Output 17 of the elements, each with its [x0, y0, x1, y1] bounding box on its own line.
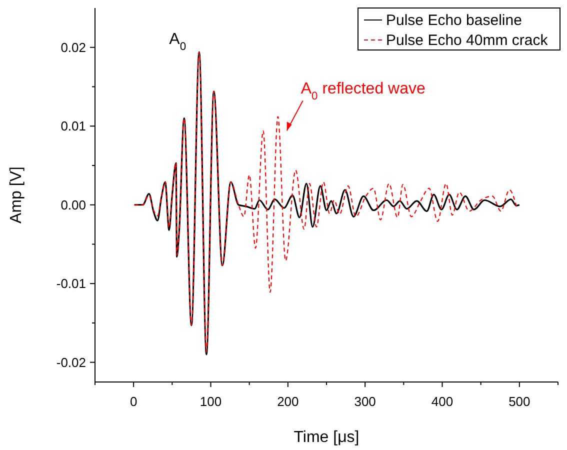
y-tick-label: 0.02: [60, 40, 86, 55]
x-tick-label: 100: [200, 394, 222, 409]
y-tick-label: -0.02: [56, 354, 86, 370]
x-axis-title: Time [μs]: [294, 429, 360, 446]
legend-label: Pulse Echo baseline: [386, 12, 522, 29]
annotation: A$_{0}$ reflected wave: [300, 80, 426, 103]
annotation: A$_{0}$: [169, 31, 186, 54]
x-tick-label: 300: [354, 394, 376, 409]
x-tick-label: 400: [431, 394, 454, 409]
y-tick-label: -0.01: [56, 276, 86, 292]
y-axis-title: Amp [V]: [8, 166, 25, 224]
x-tick-label: 500: [508, 394, 530, 409]
y-tick-label: 0.01: [60, 118, 86, 134]
y-tick-label: 0.00: [60, 197, 86, 212]
x-tick-label: 0: [130, 394, 138, 409]
legend-label: Pulse Echo 40mm crack: [386, 32, 548, 49]
x-tick-label: 200: [277, 394, 299, 409]
